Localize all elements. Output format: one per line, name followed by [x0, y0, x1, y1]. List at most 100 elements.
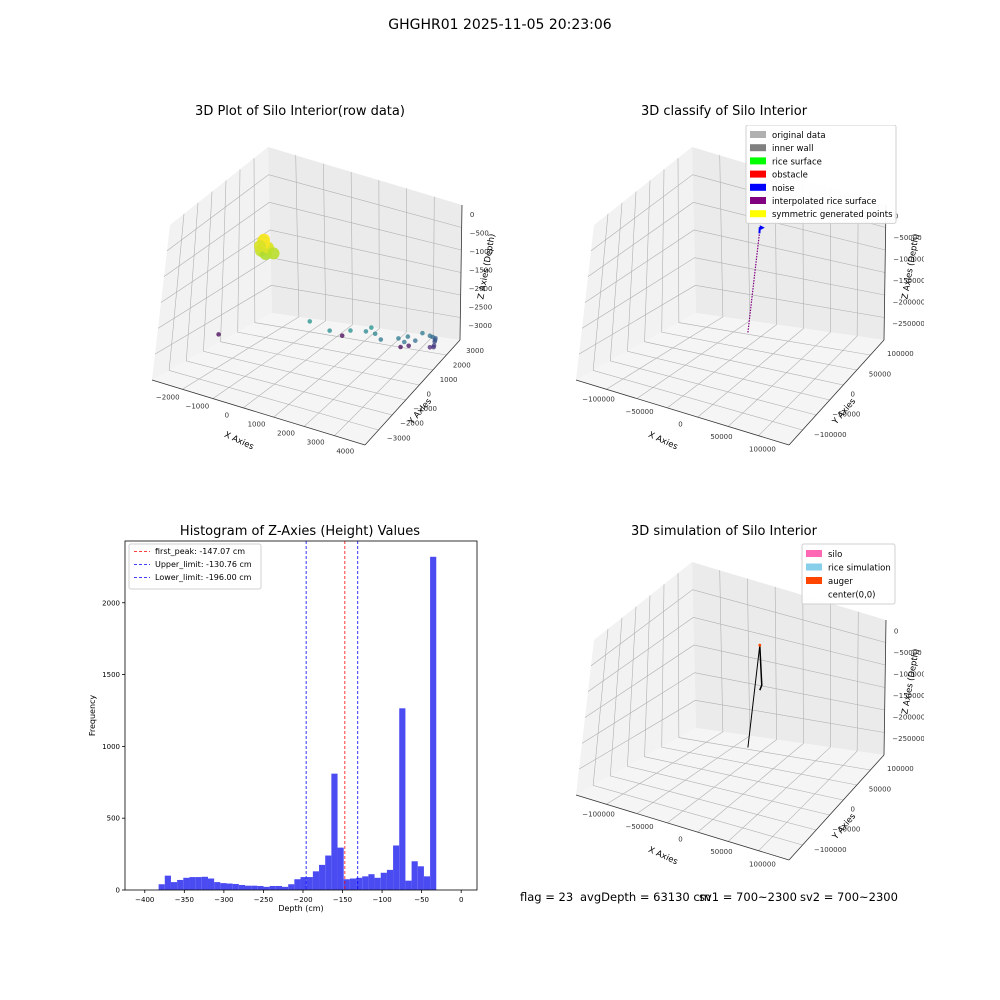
histogram-bar: [244, 885, 252, 890]
panel-3d-simulation-title: 3D simulation of Silo Interior: [631, 524, 817, 539]
legend-swatch: [806, 563, 822, 571]
y-axis-line: [788, 754, 885, 861]
panel-histogram-title: Histogram of Z-Axies (Height) Values: [179, 524, 421, 539]
legend-swatch: [806, 550, 822, 557]
y-tick-label: 3000: [466, 347, 484, 355]
histogram-bar: [251, 885, 258, 890]
legend-box: [128, 543, 262, 590]
histogram-bar: [399, 708, 406, 890]
y-axis-label: Frequency: [88, 695, 97, 737]
grid-line: [584, 644, 886, 718]
chart-3d-raw-scatter: −2000 −1000 0 1000 2000 3000 4000 −3000 −2000 −10…: [151, 147, 498, 456]
x-tick-label: −300: [214, 896, 233, 904]
grid-line: [584, 229, 886, 303]
chart-3d-classify: −100000 −50000 0 50000 100000 −100000 −50000 0 5…: [575, 125, 924, 454]
scatter-point: [396, 336, 401, 341]
y-tick-label: 0: [851, 806, 855, 814]
x-tick-label: 4000: [336, 448, 354, 456]
scatter-point: [402, 339, 407, 345]
y-tick-label: −2000: [400, 420, 424, 428]
grid-line: [587, 202, 886, 277]
scatter-point: [412, 338, 418, 343]
z-axis-line: [459, 204, 463, 341]
legend-swatch: [750, 170, 766, 178]
z-tick-label: −250000: [892, 320, 924, 328]
legend-box: [745, 125, 897, 224]
z-tick-label: −200000: [893, 298, 924, 306]
histogram-bar: [177, 879, 184, 890]
y-tick-label: 0: [116, 887, 120, 895]
x-tick-label: −50000: [625, 823, 653, 831]
x-axis-label: X Axies: [223, 430, 256, 453]
legend-label: obstacle: [772, 171, 808, 181]
histogram-bar: [430, 556, 437, 890]
pane-left: [576, 147, 696, 380]
y-tick-label: 50000: [869, 370, 891, 378]
z-tick-label: −100000: [893, 256, 924, 264]
grid-line: [160, 229, 462, 303]
z-axis-line: [883, 204, 887, 341]
grid-line: [587, 617, 886, 692]
x-tick-label: −350: [175, 896, 194, 904]
z-tick-label: −50000: [894, 649, 922, 657]
scatter-point: [327, 328, 332, 333]
histogram-bar: [362, 876, 369, 890]
x-axis-label: Depth (cm): [278, 904, 323, 913]
legend-swatch: [750, 131, 766, 138]
x-axis-label: X Axies: [647, 845, 680, 868]
sv1-text: sv1 = 700~2300: [699, 890, 797, 904]
pane-back: [692, 562, 886, 755]
grid-line: [590, 589, 886, 667]
grid-line: [163, 202, 462, 277]
pane-left: [152, 147, 272, 380]
histogram-bar: [331, 773, 338, 890]
legend-label: interpolated rice surface: [772, 197, 877, 207]
y-tick-label: −100000: [814, 431, 847, 439]
legend-label: rice simulation: [828, 564, 891, 574]
legend-label: silo: [828, 550, 842, 560]
histogram-bar: [257, 885, 264, 890]
x-tick-label: 50000: [710, 848, 732, 856]
scatter-point: [427, 344, 433, 350]
histogram-bar: [386, 869, 394, 890]
scatter-point: [363, 329, 369, 334]
z-axis-label: Z Axies (Depth): [900, 648, 921, 715]
histogram-bar: [343, 879, 350, 890]
scatter-point: [307, 319, 313, 324]
legend-label: center(0,0): [828, 591, 876, 601]
grid-line: [581, 257, 885, 329]
x-axis-line: [151, 379, 366, 446]
x-tick-label: 0: [678, 421, 682, 429]
x-tick-label: −100000: [582, 811, 615, 819]
z-tick-label: −500: [470, 230, 489, 238]
y-tick-label: 2000: [453, 361, 471, 369]
x-axis-line: [575, 379, 790, 446]
histogram-bar: [312, 871, 320, 890]
x-tick-label: −400: [135, 896, 154, 904]
y-tick-label: −3000: [387, 434, 411, 442]
histogram-bar: [411, 861, 418, 890]
x-axis-line: [575, 794, 790, 861]
panel-3d-classify-title: 3D classify of Silo Interior: [640, 104, 808, 119]
histogram-bar: [288, 884, 295, 890]
legend-label: Upper_limit: -130.76 cm: [155, 560, 252, 569]
histogram-bar: [189, 877, 196, 890]
scatter-point: [406, 343, 412, 349]
grid-line: [581, 672, 885, 744]
y-axis-line: [788, 339, 885, 446]
scatter-point: [369, 325, 374, 330]
histogram-bar: [263, 886, 270, 890]
y-tick-label: 1000: [440, 376, 458, 384]
x-tick-label: −200: [293, 896, 312, 904]
x-tick-label: 100000: [749, 446, 776, 454]
legend-swatch: [750, 144, 766, 152]
histogram-bar: [238, 884, 245, 890]
scatter-point: [348, 328, 353, 333]
z-tick-label: −2500: [468, 304, 492, 312]
figure-title: GHGHR01 2025-11-05 20:23:06: [388, 17, 612, 33]
y-tick-label: 100000: [887, 765, 914, 773]
x-tick-label: −150: [333, 896, 352, 904]
x-tick-label: 0: [459, 896, 463, 904]
histogram-bar: [170, 882, 178, 890]
x-tick-label: −50: [414, 896, 429, 904]
